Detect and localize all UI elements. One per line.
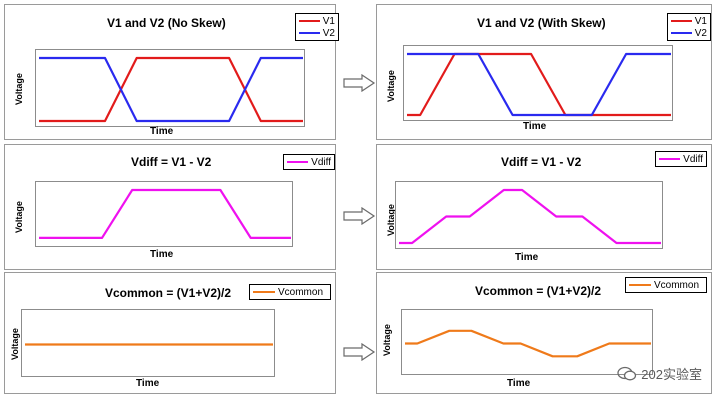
chart-title: V1 and V2 (With Skew) — [477, 16, 606, 30]
series-line-vdiff — [39, 188, 291, 240]
x-axis-label: Time — [507, 378, 531, 389]
x-axis-label: Time — [150, 249, 174, 260]
chart-title: Vdiff = V1 - V2 — [131, 155, 212, 169]
legend-swatch-vdiff — [659, 158, 681, 160]
chart-title: V1 and V2 (No Skew) — [107, 16, 226, 30]
series-line-v1 — [39, 56, 303, 123]
legend-entry-v1: V1 — [299, 15, 335, 27]
chart-panel-vdiff-skew: Vdiff = V1 - V2 Vdiff Voltage Time — [376, 144, 712, 270]
legend: Vdiff — [655, 151, 707, 167]
y-axis-label: Voltage — [386, 70, 396, 102]
watermark: 202实验室 — [617, 364, 702, 383]
legend-label: Vcommon — [654, 279, 700, 291]
legend-entry-vcommon: Vcommon — [629, 279, 703, 291]
legend-label: Vdiff — [311, 156, 331, 168]
y-axis-label: Voltage — [14, 73, 24, 105]
legend-entry-v2: V2 — [671, 27, 707, 39]
plot-svg — [399, 188, 661, 245]
legend-label: Vdiff — [683, 153, 703, 165]
legend-swatch-vcommon — [253, 291, 275, 293]
chart-title: Vcommon = (V1+V2)/2 — [105, 286, 232, 300]
legend-swatch-v2 — [671, 32, 692, 34]
y-axis-label: Voltage — [10, 328, 20, 360]
y-axis-label: Voltage — [14, 201, 24, 233]
legend-swatch-v1 — [671, 20, 692, 22]
plot-area — [401, 309, 653, 375]
chart-panel-vdiff-noskew: Vdiff = V1 - V2 Vdiff Voltage Time — [4, 144, 336, 270]
arrow-right-icon — [343, 343, 376, 361]
plot-area — [35, 181, 293, 247]
chart-panel-vcommon-noskew: Vcommon = (V1+V2)/2 Vcommon Voltage Time — [4, 272, 336, 394]
plot-svg — [39, 188, 291, 240]
legend: Vdiff — [283, 154, 335, 170]
series-line-vdiff — [399, 188, 661, 245]
legend-label: V2 — [322, 27, 335, 39]
plot-svg — [25, 343, 273, 346]
x-axis-label: Time — [515, 252, 539, 263]
wechat-logo-icon — [617, 366, 637, 380]
legend-entry-vdiff: Vdiff — [287, 156, 331, 168]
series-line-v2 — [407, 52, 671, 117]
legend: Vcommon — [625, 277, 707, 293]
plot-area — [403, 45, 673, 121]
legend: V1 V2 — [667, 13, 711, 41]
chart-panel-vcommon-skew: Vcommon = (V1+V2)/2 Vcommon Voltage Time — [376, 272, 712, 394]
legend: V1 V2 — [295, 13, 339, 41]
legend-entry-v1: V1 — [671, 15, 707, 27]
x-axis-label: Time — [136, 378, 160, 389]
y-axis-label: Voltage — [382, 324, 392, 356]
legend-swatch-v1 — [299, 20, 320, 22]
x-axis-label: Time — [150, 126, 174, 137]
plot-area — [395, 181, 663, 249]
watermark-text: 202实验室 — [641, 367, 702, 382]
legend-entry-vcommon: Vcommon — [253, 286, 327, 298]
legend-swatch-v2 — [299, 32, 320, 34]
legend-label: Vcommon — [278, 286, 324, 298]
series-line-vcommon — [405, 329, 651, 358]
plot-svg — [405, 329, 651, 358]
series-line-v1 — [407, 52, 671, 117]
series-line-v2 — [39, 56, 303, 123]
chart-title: Vcommon = (V1+V2)/2 — [475, 284, 602, 298]
arrow-right-icon — [343, 207, 376, 225]
legend: Vcommon — [249, 284, 331, 300]
legend-label: V1 — [694, 15, 707, 27]
legend-swatch-vdiff — [287, 161, 309, 163]
plot-area — [35, 49, 305, 127]
chart-panel-v1v2-noskew: V1 and V2 (No Skew) V1 V2 Voltage Time — [4, 4, 339, 140]
plot-svg — [39, 56, 303, 123]
legend-entry-v2: V2 — [299, 27, 335, 39]
chart-panel-v1v2-skew: V1 and V2 (With Skew) V1 V2 Voltage Time — [376, 4, 712, 140]
chart-title: Vdiff = V1 - V2 — [501, 155, 582, 169]
legend-entry-vdiff: Vdiff — [659, 153, 703, 165]
plot-svg — [407, 52, 671, 117]
legend-swatch-vcommon — [629, 284, 651, 286]
legend-label: V1 — [322, 15, 335, 27]
plot-area — [21, 309, 275, 377]
x-axis-label: Time — [523, 121, 547, 132]
arrow-right-icon — [343, 74, 376, 92]
legend-label: V2 — [694, 27, 707, 39]
